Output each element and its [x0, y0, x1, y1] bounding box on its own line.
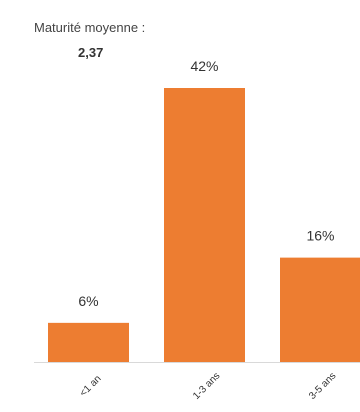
x-tick-label-2: 3-5 ans	[307, 371, 338, 402]
average-maturity-value: 2,37	[78, 45, 104, 60]
x-tick-label-0: <1 an	[78, 373, 104, 399]
data-label-0: 6%	[78, 293, 98, 309]
bar-0	[48, 322, 129, 362]
x-tick-label-1: 1-3 ans	[191, 371, 222, 402]
data-label-2: 16%	[306, 228, 334, 244]
data-label-1: 42%	[190, 58, 218, 74]
average-maturity-label: Maturité moyenne :	[34, 20, 146, 35]
bar-1	[164, 88, 245, 362]
bar-2	[280, 257, 360, 362]
